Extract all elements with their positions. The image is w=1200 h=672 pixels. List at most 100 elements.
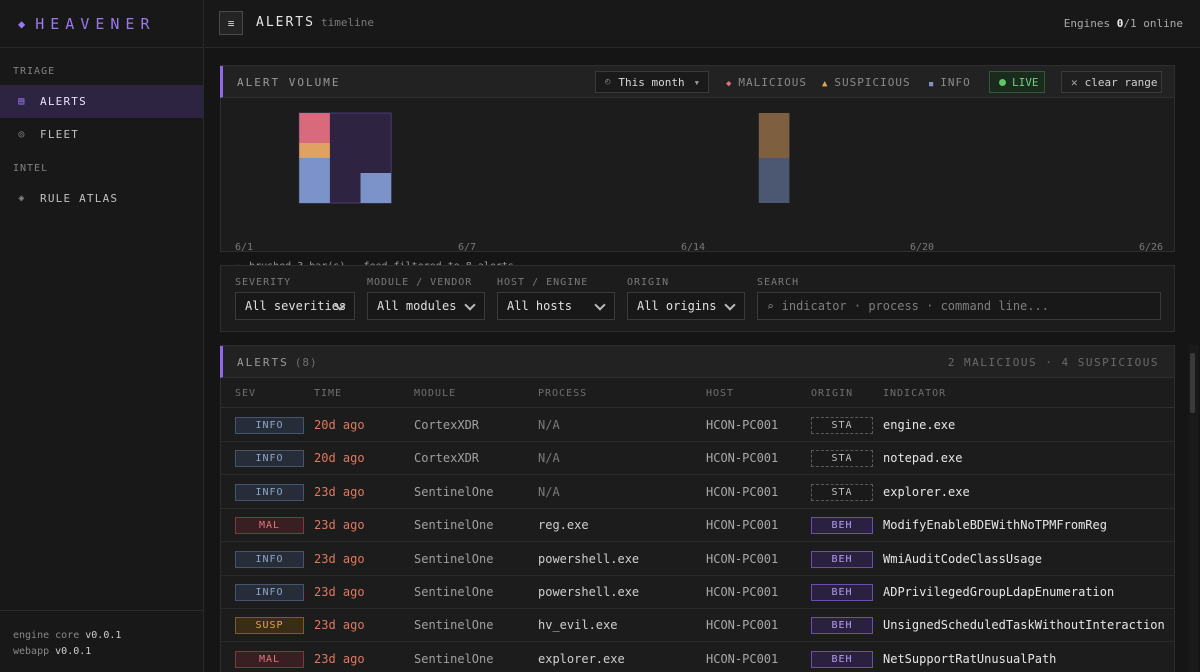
x-tick-label: 6/20 — [910, 242, 935, 253]
alert-host[interactable]: HCON-PC001 — [706, 518, 779, 533]
bar-suspicious[interactable] — [299, 143, 330, 158]
bar-suspicious[interactable] — [758, 113, 790, 158]
alerts-count: (8) — [294, 356, 318, 369]
origin-badge: STA — [811, 483, 873, 501]
volume-chart[interactable]: 6/1 6/7 6/14 6/20 6/26 ▸ brushed 3 bar(s… — [221, 99, 1174, 272]
version-footer: engine core v0.0.1 webapp v0.0.1 — [0, 610, 204, 672]
table-row[interactable]: INFO 23d ago SentinelOne powershell.exe HCON… — [221, 543, 1174, 576]
severity-badge: MAL — [235, 517, 304, 535]
alert-indicator[interactable]: notepad.exe — [883, 451, 963, 466]
menu-button[interactable]: ≡ — [219, 11, 243, 35]
origin-badge: BEH — [811, 650, 873, 668]
severity-filter-label: SEVERITY — [235, 277, 292, 288]
alert-host[interactable]: HCON-PC001 — [706, 585, 779, 599]
origin-filter-label: ORIGIN — [627, 277, 670, 288]
scrollbar-thumb[interactable] — [1190, 353, 1195, 413]
chevron-down-icon — [594, 299, 606, 311]
table-row[interactable]: SUSP 23d ago SentinelOne hv_evil.exe HCON-PC… — [221, 609, 1174, 643]
sidebar-item-fleet[interactable]: ◎ FLEET — [0, 118, 203, 151]
alert-process: hv_evil.exe — [538, 618, 618, 633]
clear-range-button[interactable]: ✕ clear range — [1061, 71, 1162, 93]
close-icon: ✕ — [1071, 75, 1078, 89]
severity-badge: SUSP — [235, 617, 304, 635]
host-filter-label: HOST / ENGINE — [497, 277, 589, 288]
search-input[interactable] — [781, 299, 1142, 313]
table-row[interactable]: INFO 20d ago CortexXDR N/A HCON-PC001 STA engi… — [221, 409, 1174, 442]
chevron-down-icon — [464, 299, 476, 311]
origin-select[interactable]: All origins — [627, 292, 745, 320]
column-module[interactable]: MODULE — [414, 388, 457, 399]
origin-badge: STA — [811, 450, 873, 468]
table-row[interactable]: MAL 23d ago SentinelOne reg.exe HCON-PC001 BE… — [221, 509, 1174, 543]
alert-indicator[interactable]: UnsignedScheduledTaskWithoutInteraction — [883, 618, 1165, 633]
engines-status: Engines 0/1 online — [1063, 17, 1183, 30]
alert-host[interactable]: HCON-PC001 — [706, 618, 779, 633]
alert-module: CortexXDR — [414, 451, 480, 466]
alert-indicator[interactable]: ModifyEnableBDEWithNoTPMFromReg — [883, 518, 1107, 533]
column-indicator[interactable]: INDICATOR — [883, 388, 947, 399]
module-select[interactable]: All modules — [367, 292, 485, 320]
alert-indicator[interactable]: explorer.exe — [883, 484, 970, 499]
sidebar-item-label: RULE ATLAS — [40, 192, 119, 205]
alert-host[interactable]: HCON-PC001 — [706, 651, 779, 666]
alert-process: powershell.exe — [538, 551, 640, 566]
search-icon: ⌕ — [767, 299, 774, 313]
sidebar-item-rule-atlas[interactable]: ◈ RULE ATLAS — [0, 182, 203, 215]
column-time[interactable]: TIME — [314, 388, 343, 399]
volume-chart-svg[interactable] — [221, 99, 1174, 239]
alert-host[interactable]: HCON-PC001 — [706, 418, 779, 432]
severity-select[interactable]: All severities — [235, 292, 355, 320]
origin-badge: STA — [811, 417, 873, 434]
severity-badge: MAL — [235, 650, 304, 668]
header: ≡ ALERTS timeline Engines 0/1 online — [205, 0, 1200, 48]
origin-badge: BEH — [811, 550, 873, 568]
column-process[interactable]: PROCESS — [538, 388, 588, 399]
range-select[interactable]: ◴ This month ▼ — [595, 71, 709, 93]
alert-module: SentinelOne — [414, 651, 494, 666]
alert-indicator[interactable]: engine.exe — [883, 418, 956, 432]
alert-indicator[interactable]: WmiAuditCodeClassUsage — [883, 551, 1042, 566]
table-row[interactable]: INFO 23d ago SentinelOne powershell.exe HCON… — [221, 576, 1174, 609]
column-origin[interactable]: ORIGIN — [811, 388, 854, 399]
origin-badge: BEH — [811, 584, 873, 601]
brand[interactable]: ◆ HEAVENER — [0, 0, 203, 48]
alert-indicator[interactable]: NetSupportRatUnusualPath — [883, 651, 1057, 666]
table-row[interactable]: MAL 23d ago SentinelOne explorer.exe HCON-PC… — [221, 643, 1174, 672]
live-toggle[interactable]: LIVE — [989, 71, 1045, 93]
alert-time: 20d ago — [314, 451, 365, 466]
x-tick-label: 6/7 — [458, 242, 477, 253]
scrollbar[interactable] — [1189, 345, 1198, 672]
alert-module: SentinelOne — [414, 484, 494, 499]
alert-process: N/A — [538, 418, 560, 432]
range-value: This month — [618, 75, 685, 89]
alert-process: N/A — [538, 484, 560, 499]
logo-diamond-icon: ◆ — [18, 16, 26, 31]
alerts-panel: ALERTS (8) 2 MALICIOUS · 4 SUSPICIOUS SEV… — [220, 345, 1175, 672]
table-row[interactable]: INFO 20d ago CortexXDR N/A HCON-PC001 STA note… — [221, 442, 1174, 476]
sidebar-item-alerts[interactable]: ▤ ALERTS — [0, 85, 203, 118]
search-label: SEARCH — [757, 277, 800, 288]
bar-malicious[interactable] — [299, 113, 330, 143]
alert-host[interactable]: HCON-PC001 — [706, 551, 779, 566]
search-box[interactable]: ⌕ — [757, 292, 1161, 320]
bar-info[interactable] — [360, 173, 392, 203]
severity-badge: INFO — [235, 450, 304, 468]
legend-malicious[interactable]: ◆ MALICIOUS — [726, 76, 808, 89]
alert-host[interactable]: HCON-PC001 — [706, 484, 779, 499]
page-title: ALERTS — [256, 15, 315, 30]
legend-info[interactable]: ■ INFO — [929, 76, 971, 89]
bar-info[interactable] — [299, 158, 330, 203]
column-sev[interactable]: SEV — [235, 388, 257, 399]
legend-suspicious[interactable]: ▲ SUSPICIOUS — [822, 76, 911, 89]
sidebar: ◆ HEAVENER TRIAGE ▤ ALERTS ◎ FLEET INTEL… — [0, 0, 204, 672]
diamond-icon: ◈ — [18, 193, 26, 204]
alert-indicator[interactable]: ADPrivilegedGroupLdapEnumeration — [883, 585, 1115, 599]
alert-host[interactable]: HCON-PC001 — [706, 451, 779, 466]
alert-time: 23d ago — [314, 651, 365, 666]
table-row[interactable]: INFO 23d ago SentinelOne N/A HCON-PC001 STA ex… — [221, 476, 1174, 509]
live-dot-icon — [999, 78, 1006, 86]
chevron-down-icon — [724, 299, 736, 311]
host-select[interactable]: All hosts — [497, 292, 615, 320]
bar-info[interactable] — [758, 158, 790, 203]
column-host[interactable]: HOST — [706, 388, 735, 399]
